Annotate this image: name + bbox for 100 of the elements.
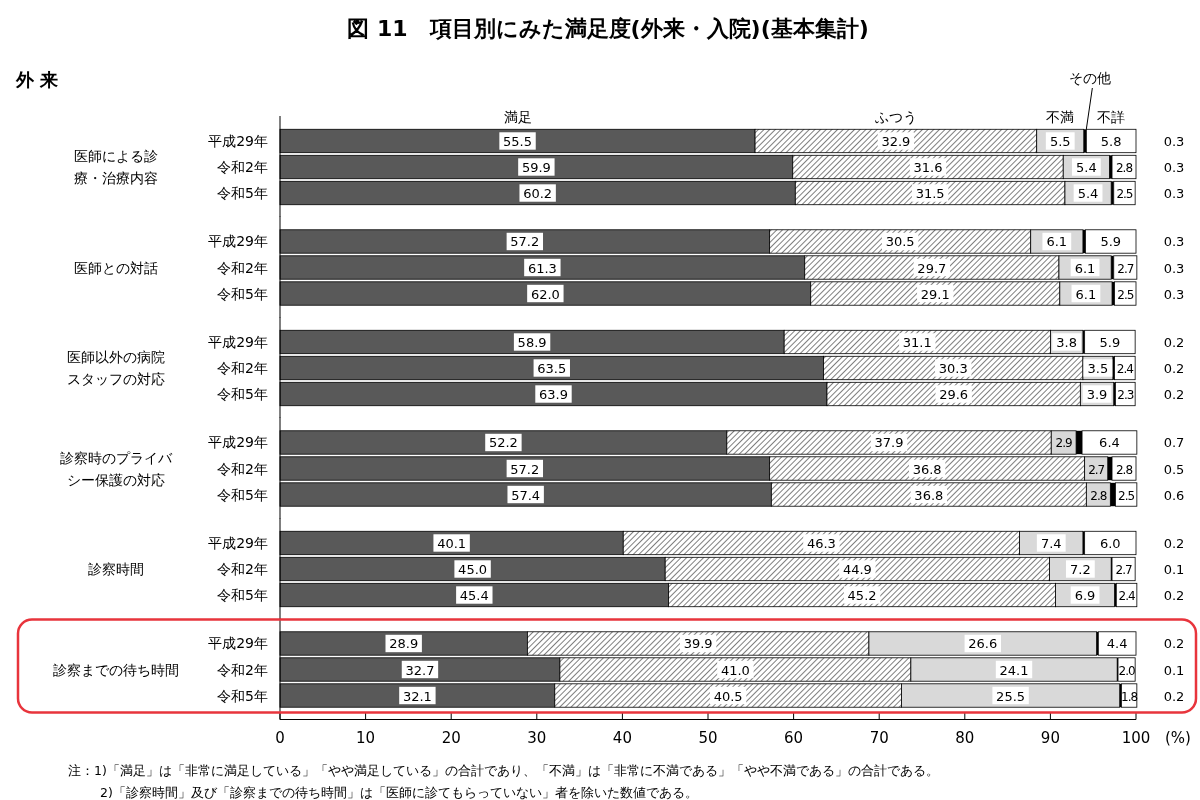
data-label: 5.4 [1077, 186, 1099, 202]
data-label: 5.4 [1076, 160, 1097, 175]
data-label: 2.8 [1115, 462, 1133, 477]
y-tick-label: 令和2年 [217, 259, 268, 276]
data-label: 0.2 [1163, 334, 1185, 350]
x-tick-label: 20 [441, 728, 461, 747]
x-tick-label: 100 [1121, 728, 1151, 747]
data-label: 0.2 [1163, 588, 1185, 604]
data-label: 3.8 [1056, 334, 1078, 350]
data-label: 59.9 [521, 160, 551, 175]
data-label: 32.1 [402, 688, 432, 704]
y-axis-title: 医師以外の病院スタッフの対応 [67, 349, 165, 387]
data-label: 29.7 [917, 260, 947, 276]
data-label: 5.9 [1099, 334, 1121, 350]
y-tick-label: 平成29年 [208, 534, 268, 551]
data-label: 58.9 [517, 334, 547, 350]
data-label: 40.1 [437, 535, 467, 551]
text: 2)「診察時間」及び「診察までの待ち時間」は「医師に診てもらっていない」者を除いた数値である。 [100, 784, 698, 800]
data-label: 6.9 [1074, 588, 1096, 604]
y-axis-title: 診察時のプライバシー保護の対応 [60, 449, 173, 488]
data-label: 0.3 [1163, 186, 1185, 202]
series-label: 満足 [503, 109, 532, 125]
y-tick-label: 令和2年 [217, 360, 268, 376]
x-axis-title: (%) [1165, 728, 1191, 747]
y-tick-label: 令和2年 [217, 661, 268, 678]
data-label: 2.9 [1055, 436, 1073, 451]
data-label: 29.6 [939, 387, 969, 403]
y-tick-label: 平成29年 [208, 333, 268, 350]
data-label: 2.5 [1117, 287, 1134, 302]
data-label: 0.1 [1163, 562, 1185, 577]
y-tick-label: 令和2年 [217, 159, 268, 175]
data-label: 31.5 [915, 186, 945, 202]
x-tick-label: 60 [784, 728, 804, 747]
data-label: 45.2 [847, 588, 877, 604]
data-label: 2.8 [1090, 488, 1107, 503]
y-tick-label: 令和5年 [217, 285, 268, 302]
data-label: 39.9 [683, 636, 713, 652]
y-axis-title: 診察までの待ち時間 [53, 661, 179, 678]
y-axis-title: 医師との対話 [74, 259, 158, 276]
data-label: 0.3 [1163, 160, 1185, 175]
y-tick-label: 令和5年 [217, 185, 268, 202]
data-label: 63.5 [537, 361, 567, 376]
data-label: 0.6 [1163, 487, 1185, 503]
data-label: 0.3 [1163, 133, 1185, 149]
data-label: 0.7 [1163, 435, 1185, 451]
data-label: 57.4 [511, 487, 541, 503]
y-tick-label: 平成29年 [208, 132, 268, 149]
data-label: 0.2 [1163, 535, 1185, 551]
data-label: 46.3 [806, 535, 836, 551]
data-label: 0.3 [1163, 234, 1185, 250]
x-tick-label: 80 [955, 728, 975, 747]
x-tick-label: 50 [698, 728, 718, 747]
y-tick-label: 平成29年 [208, 635, 268, 652]
series-label: ふつう [873, 109, 917, 125]
data-label: 0.1 [1163, 662, 1185, 678]
data-label: 2.5 [1118, 488, 1135, 503]
text: その他 [1069, 70, 1112, 86]
data-label: 0.2 [1163, 688, 1185, 704]
data-label: 2.5 [1116, 187, 1133, 202]
series-label: 不満 [1046, 109, 1075, 125]
data-label: 61.3 [527, 260, 557, 276]
data-label: 7.2 [1070, 562, 1091, 577]
data-label: 30.5 [885, 234, 915, 250]
x-tick-label: 10 [356, 728, 376, 747]
data-label: 2.7 [1115, 563, 1132, 577]
data-label: 25.5 [996, 688, 1026, 704]
y-tick-label: 令和5年 [217, 486, 268, 503]
data-label: 57.2 [510, 234, 540, 250]
data-label: 41.0 [720, 662, 750, 678]
y-tick-label: 令和5年 [217, 386, 268, 403]
data-label: 45.4 [459, 588, 489, 604]
data-label: 57.2 [510, 461, 540, 477]
data-label: 0.5 [1163, 461, 1185, 477]
data-label: 5.5 [1049, 133, 1071, 149]
data-label: 7.4 [1040, 535, 1062, 551]
x-tick-label: 70 [869, 728, 889, 747]
data-label: 6.1 [1046, 234, 1068, 250]
y-tick-label: 令和2年 [217, 460, 268, 477]
data-label: 36.8 [914, 487, 944, 503]
data-label: 1.8 [1121, 689, 1138, 704]
chart-title: 図 11 項目別にみた満足度(外来・入院)(基本集計) [347, 16, 869, 41]
text: 注：1)「満足」は「非常に満足している」「やや満足している」の合計であり、「不満」は「非常に不満である」「やや不満である」の合計である。 [68, 762, 939, 778]
data-label: 2.7 [1088, 462, 1105, 477]
data-label: 6.4 [1099, 435, 1120, 451]
data-label: 2.3 [1117, 388, 1134, 403]
data-label: 28.9 [389, 636, 419, 652]
data-label: 4.4 [1106, 636, 1128, 652]
data-label: 5.9 [1100, 234, 1122, 250]
y-axis-title: 診察時間 [88, 561, 144, 577]
data-label: 55.5 [503, 133, 533, 149]
y-tick-label: 令和2年 [217, 561, 268, 577]
data-label: 6.0 [1099, 535, 1121, 551]
data-label: 60.2 [523, 186, 553, 202]
data-label: 3.5 [1087, 361, 1109, 376]
y-tick-label: 令和5年 [217, 587, 268, 604]
x-tick-label: 40 [612, 728, 632, 747]
data-label: 52.2 [488, 435, 518, 451]
y-tick-label: 平成29年 [208, 434, 268, 451]
data-label: 31.1 [902, 334, 932, 350]
data-label: 2.7 [1117, 261, 1134, 276]
